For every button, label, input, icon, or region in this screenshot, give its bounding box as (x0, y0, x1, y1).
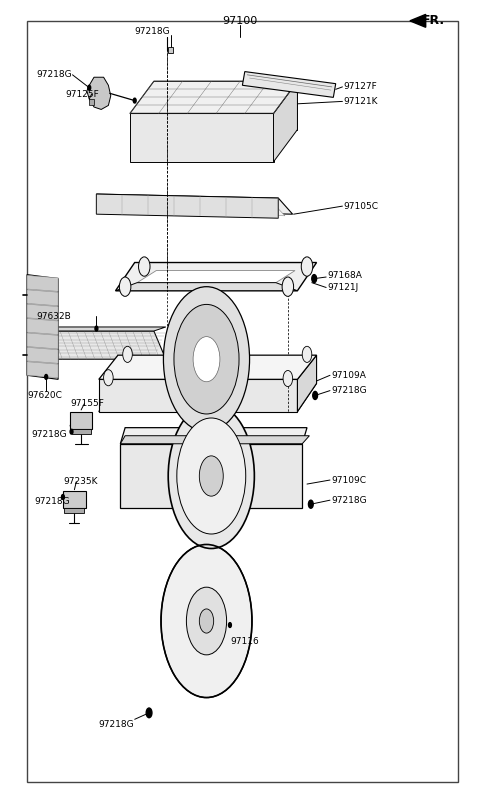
Polygon shape (99, 379, 298, 412)
Circle shape (301, 257, 313, 276)
Polygon shape (120, 436, 310, 444)
Text: 97155F: 97155F (70, 399, 104, 408)
Text: 97632B: 97632B (36, 312, 72, 321)
Text: 97125F: 97125F (65, 90, 99, 98)
Text: 97218G: 97218G (99, 720, 134, 729)
Circle shape (120, 277, 131, 296)
Polygon shape (242, 72, 336, 98)
Text: 97127F: 97127F (343, 82, 377, 91)
Polygon shape (27, 319, 58, 335)
Polygon shape (298, 355, 317, 412)
Text: 97100: 97100 (222, 16, 258, 26)
Circle shape (282, 277, 294, 296)
Circle shape (193, 337, 220, 382)
Circle shape (161, 545, 252, 697)
Polygon shape (96, 194, 293, 214)
Text: 97218G: 97218G (36, 70, 72, 79)
Circle shape (228, 623, 231, 628)
Circle shape (309, 500, 313, 508)
Circle shape (95, 326, 98, 331)
Polygon shape (27, 275, 58, 291)
Polygon shape (41, 331, 166, 359)
Polygon shape (87, 77, 111, 110)
Circle shape (302, 346, 312, 362)
Text: 97105C: 97105C (343, 202, 378, 211)
Circle shape (133, 98, 136, 103)
Circle shape (312, 274, 317, 282)
Polygon shape (120, 444, 302, 508)
Polygon shape (41, 327, 166, 331)
Circle shape (313, 391, 318, 399)
Text: 97620C: 97620C (27, 391, 62, 400)
Circle shape (186, 587, 227, 654)
Text: 97235K: 97235K (63, 477, 97, 486)
Polygon shape (27, 333, 58, 349)
Text: 97121K: 97121K (343, 97, 377, 106)
Text: 97218G: 97218G (34, 497, 70, 506)
Circle shape (146, 708, 152, 717)
Text: 97109A: 97109A (331, 370, 366, 380)
Circle shape (139, 257, 150, 276)
Polygon shape (104, 197, 285, 215)
Circle shape (177, 418, 246, 534)
Circle shape (104, 370, 113, 386)
Circle shape (45, 374, 48, 379)
Polygon shape (72, 429, 91, 434)
Text: 97121J: 97121J (327, 283, 359, 292)
Polygon shape (99, 383, 317, 412)
Polygon shape (70, 412, 92, 429)
Polygon shape (27, 304, 58, 320)
Polygon shape (130, 82, 298, 114)
Polygon shape (116, 282, 298, 291)
Polygon shape (137, 270, 295, 282)
Polygon shape (89, 99, 94, 106)
Polygon shape (27, 362, 58, 378)
Circle shape (283, 370, 293, 387)
Polygon shape (120, 428, 307, 444)
Polygon shape (27, 290, 58, 306)
Circle shape (199, 609, 214, 633)
Text: 97109C: 97109C (331, 475, 366, 484)
Polygon shape (410, 15, 426, 27)
Polygon shape (274, 82, 298, 162)
Text: 97218G: 97218G (135, 27, 170, 36)
Circle shape (123, 346, 132, 362)
Text: 97218G: 97218G (331, 386, 367, 395)
Text: FR.: FR. (422, 15, 445, 27)
Circle shape (88, 86, 91, 90)
Polygon shape (27, 347, 58, 363)
Text: 97218G: 97218G (331, 495, 367, 504)
Circle shape (174, 304, 239, 414)
Text: 97168A: 97168A (327, 271, 362, 280)
Polygon shape (154, 82, 298, 130)
Circle shape (61, 495, 64, 500)
Circle shape (168, 404, 254, 549)
Polygon shape (99, 355, 317, 379)
Circle shape (163, 286, 250, 432)
Polygon shape (63, 491, 86, 508)
Polygon shape (130, 114, 274, 162)
Polygon shape (116, 262, 317, 291)
Polygon shape (64, 508, 84, 513)
Circle shape (199, 456, 223, 496)
Polygon shape (27, 274, 58, 379)
Polygon shape (168, 48, 173, 53)
Circle shape (70, 429, 73, 434)
Text: 97218G: 97218G (32, 429, 67, 439)
Polygon shape (96, 194, 278, 218)
Text: 97116: 97116 (230, 637, 259, 646)
